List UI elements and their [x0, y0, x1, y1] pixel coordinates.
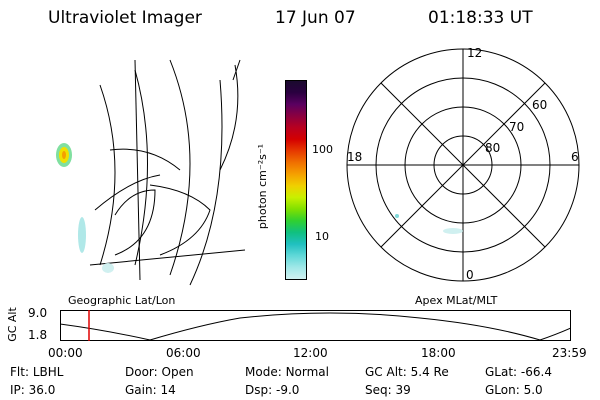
orbit-xtick-2: 12:00 — [293, 346, 328, 360]
colorbar-tick-10: 10 — [315, 230, 329, 243]
orbit-plot — [60, 310, 571, 341]
date-display: 17 Jun 07 — [275, 8, 356, 28]
app-title: Ultraviolet Imager — [48, 8, 202, 28]
lat-label-80: 80 — [485, 141, 500, 155]
colorbar-tick-100: 100 — [312, 143, 333, 156]
colorbar — [285, 80, 307, 280]
lat-label-70: 70 — [509, 120, 524, 134]
status-dsp: Dsp: -9.0 — [245, 383, 300, 397]
orbit-xtick-1: 06:00 — [166, 346, 201, 360]
status-glat: GLat: -66.4 — [485, 365, 552, 379]
geographic-label: Geographic Lat/Lon — [68, 294, 176, 307]
status-ip: IP: 36.0 — [10, 383, 56, 397]
polar-plot: 12 0 18 6 60 70 80 — [346, 46, 580, 282]
time-display: 01:18:33 UT — [428, 8, 533, 28]
geographic-map — [56, 59, 246, 286]
status-flt: Flt: LBHL — [10, 365, 64, 379]
orbit-xtick-3: 18:00 — [421, 346, 456, 360]
lat-label-60: 60 — [532, 98, 547, 112]
polar-label: Apex MLat/MLT — [415, 294, 498, 307]
orbit-ytick-top: 9.0 — [28, 306, 48, 320]
mlt-label-18: 18 — [347, 150, 362, 164]
status-gain: Gain: 14 — [125, 383, 176, 397]
mlt-label-12: 12 — [467, 46, 482, 60]
status-door: Door: Open — [125, 365, 194, 379]
mlt-label-0: 0 — [466, 268, 474, 282]
orbit-xtick-0: 00:00 — [48, 346, 83, 360]
status-seq: Seq: 39 — [365, 383, 411, 397]
mlt-label-6: 6 — [571, 150, 579, 164]
orbit-ytick-bottom: 1.8 — [28, 328, 48, 342]
orbit-xtick-4: 23:59 — [552, 346, 587, 360]
status-glon: GLon: 5.0 — [485, 383, 543, 397]
colorbar-unit-label: photon cm⁻²s⁻¹ — [256, 143, 270, 230]
orbit-ylabel: GC Alt — [5, 307, 19, 342]
status-gc-alt: GC Alt: 5.4 Re — [365, 365, 449, 379]
status-mode: Mode: Normal — [245, 365, 329, 379]
